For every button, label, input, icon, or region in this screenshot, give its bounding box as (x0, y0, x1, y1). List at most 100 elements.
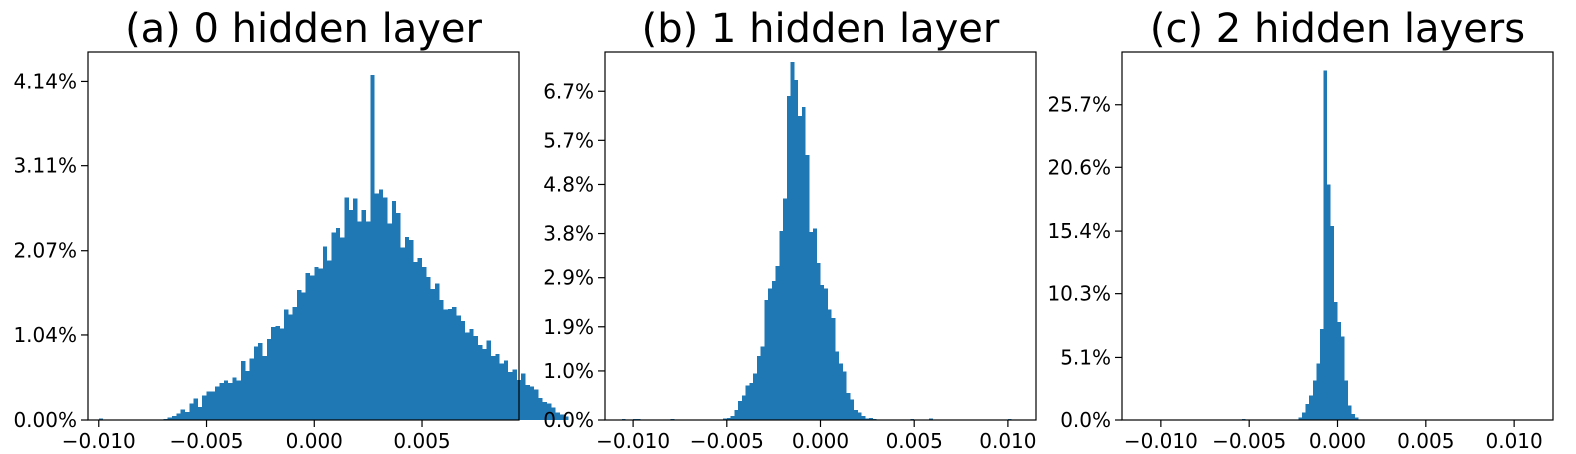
y-tick-label: 15.4% (1047, 219, 1111, 243)
histogram-bar (1305, 404, 1310, 420)
y-tick-label: 0.00% (13, 408, 77, 432)
x-tick-label: −0.010 (1124, 429, 1198, 453)
histogram-bar (378, 189, 384, 420)
histogram-bar (768, 288, 772, 420)
histogram-bar (1326, 184, 1331, 420)
histogram-bar (805, 155, 810, 421)
x-tick-label: 0.010 (979, 429, 1036, 453)
bars-group (621, 61, 1012, 421)
y-tick-label: 4.8% (543, 172, 594, 196)
histogram-bar (790, 61, 795, 421)
histogram-bar (210, 391, 216, 420)
histogram-bar (391, 200, 397, 420)
x-tick-label: 0.000 (792, 429, 849, 453)
histogram-bar (232, 377, 237, 420)
histogram-bar (753, 373, 757, 420)
histogram-bar (929, 418, 933, 420)
histogram-bar (741, 395, 746, 420)
histogram-bar (284, 309, 289, 420)
histogram-bar (1298, 417, 1303, 420)
histogram-bar (542, 402, 548, 420)
histogram-bar (348, 209, 354, 420)
histogram-bar (331, 232, 336, 420)
histogram-bar (172, 415, 177, 420)
histogram-bar (249, 358, 254, 420)
histogram-bar (559, 414, 565, 420)
histogram-bar (512, 369, 517, 420)
histogram-bar (361, 209, 366, 420)
histogram-bar (824, 288, 828, 420)
histogram-bar (1337, 321, 1342, 420)
x-tick-label: 0.000 (1309, 429, 1366, 453)
y-tick-label: 3.8% (543, 222, 594, 246)
histogram-bar (478, 344, 483, 420)
histogram-bar (245, 370, 250, 420)
histogram-bar (353, 198, 358, 420)
histogram-bar (1319, 329, 1324, 420)
x-tick-label: 0.005 (393, 429, 450, 453)
y-axis: 0.0% 1.0% 1.9% 2.9% 3.8% 4.8% 5.7% 6.7% (543, 79, 605, 432)
histogram-bar (266, 339, 272, 420)
histogram-bar (404, 236, 410, 420)
histogram-bar (473, 335, 479, 420)
histogram-bar (314, 267, 319, 420)
histogram-bar (857, 412, 862, 420)
histogram-bar (206, 391, 211, 420)
histogram-bar (400, 247, 405, 420)
y-tick-label: 2.07% (13, 239, 77, 263)
histogram-bar (764, 299, 769, 420)
histogram-bar (374, 193, 379, 420)
histogram-bar (357, 221, 362, 420)
histogram-bar (850, 399, 855, 420)
x-tick-label: 0.005 (1397, 429, 1454, 453)
subplot-title: (b) 1 hidden layer (642, 6, 1000, 52)
histogram-bar (434, 283, 440, 420)
histogram-bar (783, 198, 787, 420)
histogram-bar (305, 272, 310, 420)
histogram-bar (547, 403, 552, 420)
histogram-bar (292, 307, 298, 420)
histogram-bar (288, 314, 293, 420)
histogram-bar (538, 397, 543, 420)
axes-frame (604, 51, 1037, 421)
y-tick-label: 0.0% (1060, 408, 1111, 432)
histogram-bar (1344, 380, 1349, 420)
y-axis: 0.00% 1.04% 2.07% 3.11% 4.14% (13, 69, 88, 432)
subplot-c: (c) 2 hidden layers −0.010 −0.005 0.000 0.0… (1047, 6, 1554, 453)
histogram-bar (525, 384, 530, 420)
histogram-bar (215, 386, 220, 420)
histogram-bar (839, 363, 843, 420)
histogram-bar (322, 246, 328, 420)
histogram-bar (827, 309, 832, 420)
x-tick-label: −0.005 (170, 429, 244, 453)
histogram-bar (335, 227, 341, 420)
histogram-bar (564, 416, 569, 420)
histogram-bar (869, 418, 873, 420)
histogram-bar (279, 328, 285, 420)
histogram-bar (180, 409, 185, 420)
histogram-bar (396, 213, 401, 420)
histogram-bar (1341, 336, 1345, 420)
axes-frame (1121, 51, 1554, 421)
histogram-bar (223, 380, 229, 420)
histogram-bar (193, 398, 198, 420)
subplot-a: (a) 0 hidden layer −0.010 −0.005 0.000 0.00… (13, 6, 569, 453)
histogram-bar (219, 383, 224, 420)
histogram-bar (309, 275, 315, 420)
histogram-bar (734, 410, 739, 420)
y-tick-label: 20.6% (1047, 155, 1111, 179)
y-tick-label: 0.0% (543, 408, 594, 432)
histogram-bar (760, 346, 765, 420)
histogram-bar (409, 240, 414, 420)
histogram-bar (798, 115, 802, 420)
histogram-bar (1242, 418, 1246, 420)
histogram-bar (202, 395, 207, 420)
histogram-bar (499, 363, 504, 420)
histogram-bar (551, 407, 556, 420)
histogram-bar (447, 308, 453, 420)
histogram-bar (1348, 405, 1352, 420)
y-tick-label: 5.7% (543, 128, 594, 152)
histogram-bar (456, 315, 461, 420)
histogram-bar (365, 221, 371, 420)
